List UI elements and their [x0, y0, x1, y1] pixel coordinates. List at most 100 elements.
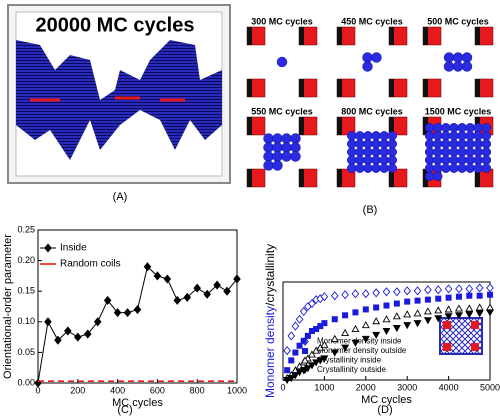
marker	[403, 322, 412, 330]
y-tick-label: 0.00	[17, 377, 35, 387]
x-tick-label: 0	[35, 385, 40, 395]
monomer	[452, 61, 464, 72]
marker	[300, 337, 307, 344]
monomer	[371, 131, 381, 141]
monomer	[465, 131, 475, 141]
marker	[454, 312, 463, 320]
marker	[173, 295, 182, 305]
marker	[424, 285, 432, 295]
cube-side	[247, 27, 252, 45]
marker	[321, 320, 328, 327]
polymer-blob	[16, 40, 222, 160]
marker	[392, 312, 401, 320]
monomer	[473, 155, 483, 165]
marker	[291, 321, 300, 331]
marker	[444, 305, 453, 313]
y-tick-label: 0.20	[17, 255, 35, 265]
inset-cube	[471, 343, 479, 351]
monomer	[465, 163, 475, 173]
marker	[316, 357, 325, 365]
monomer	[452, 52, 464, 63]
marker	[123, 308, 132, 318]
panel-label: (D)	[377, 404, 392, 416]
marker	[465, 284, 474, 294]
panel-a-title: 20000 MC cycles	[35, 14, 194, 36]
inset-cube	[443, 321, 451, 329]
monomer	[363, 139, 373, 149]
x-tick-label: 1000	[227, 385, 247, 395]
monomer	[457, 155, 467, 165]
y-tick-label: 0.25	[17, 224, 35, 234]
legend-label: Inside	[60, 243, 87, 254]
cube-side	[247, 79, 252, 97]
marker	[423, 317, 432, 325]
monomer	[362, 52, 373, 63]
monomer	[433, 139, 443, 149]
x-tick-label: 3000	[397, 382, 417, 392]
monomer	[379, 131, 389, 141]
monomer	[457, 131, 467, 141]
marker	[203, 289, 211, 299]
cube-side	[337, 169, 342, 187]
marker	[213, 280, 221, 290]
monomer	[449, 155, 459, 165]
panel-label: (C)	[117, 404, 132, 416]
marker	[44, 317, 52, 327]
marker	[308, 362, 316, 370]
marker	[330, 334, 339, 342]
x-tick-label: 0	[280, 382, 285, 392]
monomer	[443, 52, 455, 63]
legend-label: Monomer density outside	[317, 346, 407, 355]
cube-side	[389, 117, 394, 135]
monomer	[347, 163, 357, 173]
panel-label: (A)	[113, 191, 128, 203]
marker	[373, 304, 380, 311]
marker	[382, 327, 391, 336]
monomer	[281, 133, 292, 144]
marker	[351, 289, 360, 299]
marker	[403, 286, 411, 296]
monomer	[424, 163, 435, 173]
monomer	[355, 139, 365, 149]
marker	[292, 349, 299, 356]
monomer	[473, 163, 483, 173]
marker	[351, 324, 360, 333]
cube-side	[299, 117, 304, 135]
monomer	[347, 139, 357, 149]
x-tick-label: 4000	[439, 382, 459, 392]
cube-side	[247, 117, 252, 135]
monomer	[433, 155, 443, 165]
marker	[351, 339, 360, 347]
marker	[475, 310, 484, 318]
monomer	[355, 163, 365, 173]
marker	[455, 293, 462, 300]
monomer	[481, 131, 492, 141]
cube-side	[389, 27, 394, 45]
monomer	[371, 163, 381, 173]
cube-side	[389, 79, 394, 97]
monomer	[424, 122, 435, 133]
monomer	[371, 139, 381, 149]
monomer	[290, 151, 301, 162]
marker	[153, 271, 162, 281]
x-tick-label: 1000	[314, 382, 334, 392]
marker	[486, 291, 494, 298]
marker	[404, 298, 411, 305]
marker	[372, 331, 381, 340]
monomer	[473, 131, 483, 141]
marker	[83, 329, 92, 339]
marker	[424, 296, 431, 303]
monomer	[347, 155, 357, 165]
marker	[383, 302, 390, 309]
marker	[296, 342, 303, 349]
monomer	[441, 163, 451, 173]
monomer	[290, 142, 301, 153]
x-tick-label: 5000	[480, 382, 500, 392]
monomer	[263, 160, 274, 171]
monomer	[371, 147, 381, 157]
panel-b: 300 MC cycles 450 MC cycles 500 MC cycles 5…	[246, 16, 494, 188]
marker	[54, 335, 62, 345]
marker	[163, 274, 172, 284]
monomer	[441, 155, 451, 165]
cube-side	[299, 169, 304, 187]
